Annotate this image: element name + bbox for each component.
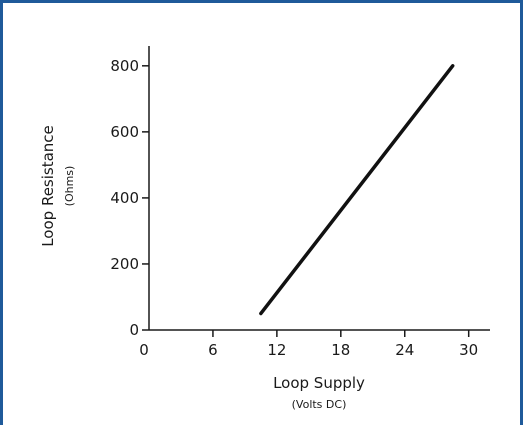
y-tick-label: 400 — [110, 189, 139, 207]
y-tick-label: 200 — [110, 255, 139, 273]
y-ticks: 0 200 400 600 800 — [110, 57, 149, 339]
x-tick-label: 6 — [208, 341, 218, 359]
y-tick-label: 800 — [110, 57, 139, 75]
series-group — [259, 64, 455, 316]
y-tick-label: 0 — [129, 321, 139, 339]
x-tick-label: 0 — [139, 341, 149, 359]
y-tick-label: 600 — [110, 123, 139, 141]
x-tick-label: 18 — [331, 341, 350, 359]
y-axis-title: Loop Resistance — [39, 125, 57, 247]
x-axis-title: Loop Supply — [273, 374, 365, 392]
x-ticks: 0 6 12 18 24 30 — [139, 330, 478, 359]
series-line — [259, 64, 455, 316]
x-tick-label: 24 — [395, 341, 414, 359]
x-tick-label: 12 — [267, 341, 286, 359]
x-axis-subtitle: (Volts DC) — [292, 398, 347, 411]
x-tick-label: 30 — [459, 341, 478, 359]
chart-svg: 0 200 400 600 800 0 6 12 18 24 30 Loop Supply (Vo… — [39, 46, 490, 411]
axes — [148, 46, 490, 331]
y-axis-subtitle: (Ohms) — [63, 166, 76, 207]
